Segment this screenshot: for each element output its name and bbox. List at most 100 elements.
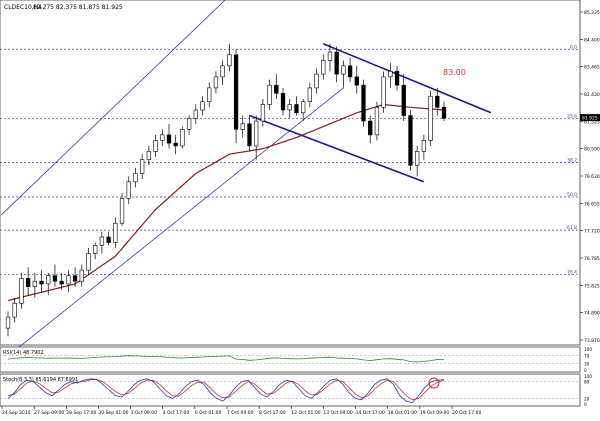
time-axis: 24 Sep 2010 27 Sep 09:00 28 Sep 17:00 30 Se… xyxy=(1,406,481,416)
rsi-line xyxy=(7,355,445,363)
candle-body xyxy=(394,71,400,86)
time-tick-label: 18 Oct 01:00 xyxy=(388,410,417,416)
candle-body xyxy=(126,181,131,199)
annotation-label: 83.00 xyxy=(443,68,466,77)
candle-body xyxy=(247,123,252,147)
stoch-highlight-circle xyxy=(428,377,440,389)
candle-body xyxy=(52,275,58,282)
candle-body xyxy=(274,84,279,94)
time-tick-label: 20 Oct 17:00 xyxy=(452,410,481,416)
price-tick-label: 80.590 xyxy=(584,147,600,153)
candle-body xyxy=(133,173,138,183)
chart-ohlc: 82.275 82.375 81.875 81.925 xyxy=(33,4,123,11)
price-tick-label: 85.335 xyxy=(584,10,600,16)
rsi-tick-label: 0 xyxy=(584,368,587,373)
candle-body xyxy=(260,104,266,122)
candle-body xyxy=(193,109,198,119)
candle-body xyxy=(39,280,44,285)
rsi-panel-frame xyxy=(0,346,581,373)
candle-body xyxy=(374,106,380,136)
candle-body xyxy=(140,159,145,174)
candle-body xyxy=(186,117,192,130)
candle-body xyxy=(354,76,359,86)
fib-level-label: 23.6 xyxy=(567,113,577,119)
time-tick-label: 12 Oct 01:00 xyxy=(291,410,320,416)
stoch-tick-label: 80 xyxy=(584,380,590,385)
trendline xyxy=(249,114,425,183)
candle-body xyxy=(79,269,84,282)
candle-body xyxy=(280,93,286,111)
fib-level-label: 38.2 xyxy=(567,157,577,163)
candle-body xyxy=(421,140,427,152)
last-price-box xyxy=(580,114,600,122)
candle-body xyxy=(254,120,259,147)
stoch-label: Stoch(8,3,3) 85.6194 87.6991 xyxy=(3,377,78,383)
fib-level-label: 61.8 xyxy=(567,225,577,231)
time-tick-label: 6 Oct 01:00 xyxy=(195,410,222,416)
candle-body xyxy=(381,76,386,108)
candle-body xyxy=(113,222,118,243)
candle-body xyxy=(307,87,312,103)
price-tick-label: 76.785 xyxy=(584,256,600,262)
time-tick-label: 28 Sep 17:00 xyxy=(66,410,96,416)
stoch-panel-frame xyxy=(0,373,581,407)
price-panel: 0.0 23.6 38.2 50.0 61.8 76.4 CLDEC10,H4 82.27… xyxy=(0,0,581,362)
candle-body xyxy=(207,87,212,103)
candle-body xyxy=(267,84,272,105)
candle-body xyxy=(59,280,64,285)
price-tick-label: 84.400 xyxy=(584,37,600,43)
candle-body xyxy=(119,198,125,224)
trendline xyxy=(1,87,344,362)
candle-body xyxy=(93,244,98,254)
candle-body xyxy=(5,316,11,329)
price-tick-label: 77.720 xyxy=(584,229,600,235)
candle-body xyxy=(233,54,239,130)
candle-body xyxy=(300,101,306,114)
stoch-main-line xyxy=(7,378,445,404)
fib-level-label: 50.0 xyxy=(567,192,577,198)
price-tick-label: 82.430 xyxy=(584,92,600,98)
stoch-tick-label: 20 xyxy=(584,396,590,401)
time-tick-label: 27 Sep 09:00 xyxy=(34,410,64,416)
price-tick-label: 83.465 xyxy=(584,65,600,71)
candle-body xyxy=(213,76,219,89)
rsi-label: RSI(14) 48.7902 xyxy=(3,350,44,356)
candle-body xyxy=(287,104,292,111)
time-tick-label: 1 Oct 09:00 xyxy=(131,410,158,416)
candle-body xyxy=(72,275,78,282)
candle-body xyxy=(401,84,406,116)
price-tick-label: 74.890 xyxy=(584,311,600,317)
candle-body xyxy=(86,253,91,271)
candle-body xyxy=(106,236,111,243)
candle-body xyxy=(180,129,185,147)
time-tick-label: 19 Oct 09:00 xyxy=(420,410,449,416)
time-tick-label: 8 Oct 17:00 xyxy=(259,410,286,416)
candle-body xyxy=(32,280,37,288)
candle-body xyxy=(200,101,205,111)
price-tick-label: 73.870 xyxy=(584,338,600,344)
price-tick-label: 75.825 xyxy=(584,283,600,289)
candle-body xyxy=(220,65,225,78)
candle-body xyxy=(12,302,17,318)
fib-level-label: 0.0 xyxy=(570,44,577,50)
stoch-tick-label: 0 xyxy=(584,402,587,407)
time-tick-label: 13 Oct 09:00 xyxy=(323,410,352,416)
candle-body xyxy=(435,95,440,108)
candle-body xyxy=(361,84,366,122)
candle-body xyxy=(368,120,373,136)
price-tick-label: 81.525 xyxy=(584,119,600,125)
last-price-label: 81.925 xyxy=(582,116,598,122)
trendline xyxy=(322,43,492,114)
candle-body xyxy=(428,95,433,141)
candle-body xyxy=(99,236,105,246)
stoch-tick-label: 100 xyxy=(584,374,592,379)
candle-body xyxy=(25,278,31,288)
candle-body xyxy=(341,65,346,75)
time-tick-label: 14 Oct 17:00 xyxy=(356,410,385,416)
time-tick-label: 30 Sep 01:00 xyxy=(98,410,128,416)
rsi-tick-label: 30 xyxy=(584,362,590,367)
